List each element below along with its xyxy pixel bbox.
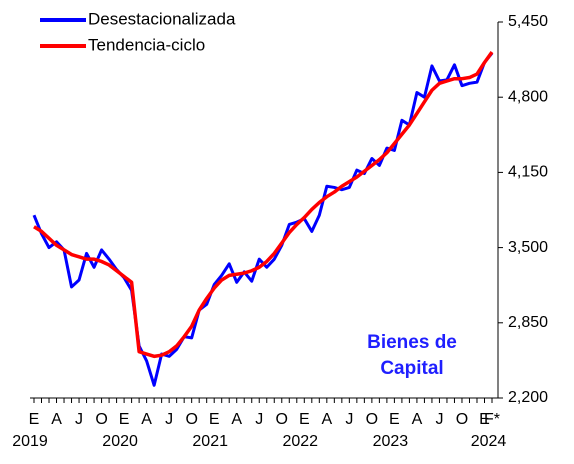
x-tick-label: E [119, 411, 130, 428]
annotation: Capital [380, 358, 443, 379]
x-group-label: 2022 [282, 433, 318, 450]
x-tick-label: A [51, 411, 62, 428]
y-tick-label: 2,850 [508, 314, 548, 331]
x-tick-label: F* [484, 411, 500, 428]
x-group-label: 2021 [192, 433, 228, 450]
x-group-label: 2019 [12, 433, 48, 450]
x-tick-label: A [141, 411, 152, 428]
x-tick-label: A [321, 411, 332, 428]
x-tick-label: E [29, 411, 40, 428]
x-tick-label: E [389, 411, 400, 428]
y-tick-label: 2,200 [508, 389, 548, 406]
x-tick-label: A [412, 411, 423, 428]
x-tick-label: J [345, 411, 353, 428]
y-tick-label: 4,150 [508, 164, 548, 181]
x-tick-label: O [185, 411, 197, 428]
x-tick-label: A [231, 411, 242, 428]
x-tick-label: E [299, 411, 310, 428]
y-tick-label: 5,450 [508, 13, 548, 30]
x-group-label: 2023 [373, 433, 409, 450]
legend-label: Tendencia-ciclo [88, 35, 205, 54]
x-tick-label: O [366, 411, 378, 428]
y-tick-label: 4,800 [508, 88, 548, 105]
legend-label: Desestacionalizada [88, 9, 236, 28]
x-tick-label: J [75, 411, 83, 428]
x-tick-label: E [479, 411, 490, 428]
x-tick-label: E [209, 411, 220, 428]
y-tick-label: 3,500 [508, 239, 548, 256]
annotation: Bienes de [367, 332, 457, 353]
x-tick-label: J [165, 411, 173, 428]
x-group-label: 2024 [471, 433, 507, 450]
x-tick-label: J [435, 411, 443, 428]
series-line [33, 51, 494, 359]
x-tick-label: O [276, 411, 288, 428]
x-group-label: 2020 [102, 433, 138, 450]
x-tick-label: O [456, 411, 468, 428]
x-tick-label: J [255, 411, 263, 428]
x-tick-label: O [95, 411, 107, 428]
